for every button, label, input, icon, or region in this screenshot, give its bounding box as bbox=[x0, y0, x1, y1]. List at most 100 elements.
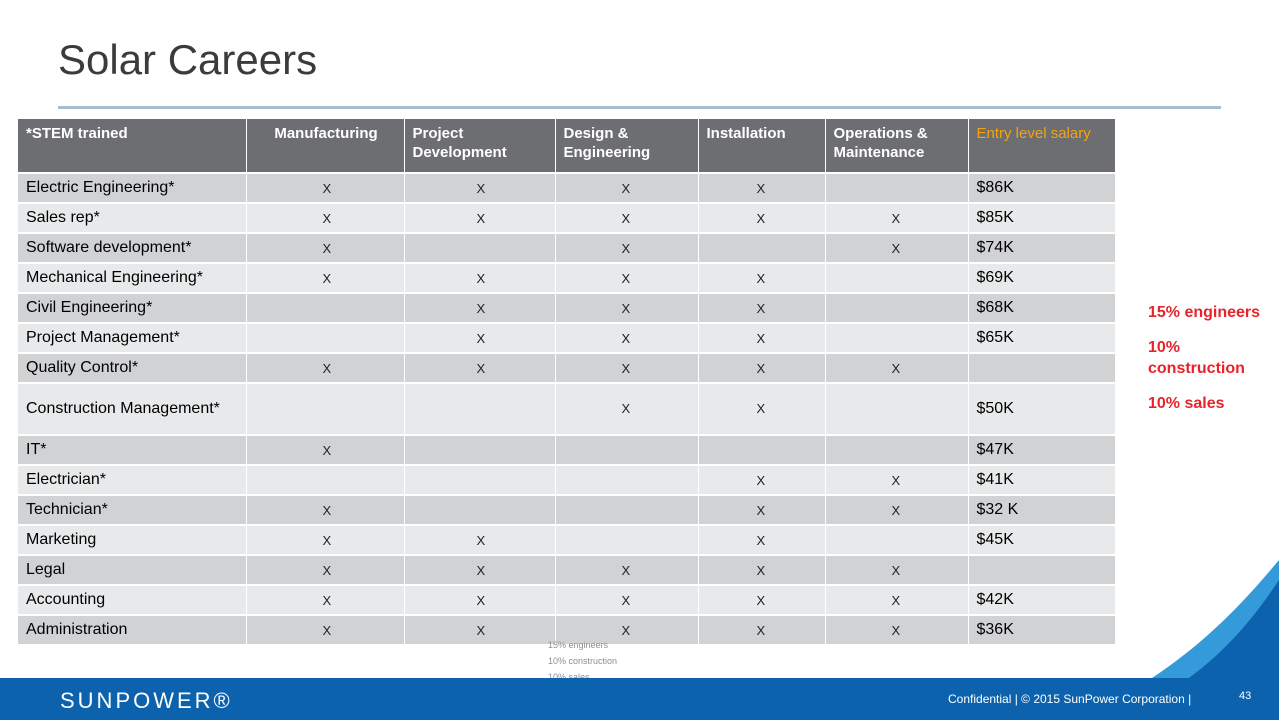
role-cell: IT* bbox=[18, 434, 247, 465]
mark-cell bbox=[825, 172, 969, 203]
role-cell: Administration bbox=[18, 614, 247, 644]
mark-cell bbox=[404, 232, 556, 263]
mark-cell bbox=[698, 434, 826, 465]
mark-cell: X bbox=[555, 614, 699, 644]
callout-engineers: 15% engineers bbox=[1148, 304, 1261, 321]
header-design-engineering: Design & Engineering bbox=[555, 119, 699, 173]
callout-construction: 10% construction bbox=[1148, 338, 1245, 378]
header-stem-trained: *STEM trained bbox=[18, 119, 247, 173]
mark-cell: X bbox=[555, 584, 699, 615]
mark-cell: X bbox=[698, 202, 826, 233]
salary-cell bbox=[968, 554, 1116, 585]
mark-cell: X bbox=[404, 554, 556, 585]
mark-cell: X bbox=[246, 524, 405, 555]
mark-cell: X bbox=[555, 292, 699, 323]
table-row: Mechanical Engineering* X X X X $69K bbox=[18, 262, 1116, 293]
table-row: Technician* X X X $32 K bbox=[18, 494, 1116, 525]
mark-cell: X bbox=[555, 232, 699, 263]
mark-cell bbox=[825, 434, 969, 465]
salary-cell: $74K bbox=[968, 232, 1116, 263]
salary-cell: $85K bbox=[968, 202, 1116, 233]
table-header-row: *STEM trained Manufacturing Project Deve… bbox=[18, 119, 1116, 173]
note-construction: 10% construction bbox=[548, 656, 618, 666]
footer-bar: SUNPOWER® Confidential | © 2015 SunPower… bbox=[0, 678, 1279, 720]
careers-table: *STEM trained Manufacturing Project Deve… bbox=[18, 119, 1116, 644]
note-sales: 10% sales bbox=[548, 672, 590, 682]
mark-cell: X bbox=[246, 202, 405, 233]
role-cell: Civil Engineering* bbox=[18, 292, 247, 323]
mark-cell: X bbox=[246, 352, 405, 383]
sunpower-logo: SUNPOWER® bbox=[60, 688, 233, 713]
mark-cell: X bbox=[404, 584, 556, 615]
slide-title: Solar Careers bbox=[58, 36, 318, 83]
header-manufacturing: Manufacturing bbox=[246, 119, 405, 173]
mark-cell bbox=[404, 464, 556, 495]
mark-cell bbox=[246, 322, 405, 353]
mark-cell bbox=[246, 464, 405, 495]
salary-cell: $42K bbox=[968, 584, 1116, 615]
mark-cell: X bbox=[555, 352, 699, 383]
role-cell: Mechanical Engineering* bbox=[18, 262, 247, 293]
mark-cell: X bbox=[246, 494, 405, 525]
speaker-notes: 15% engineers 10% construction 10% sales bbox=[548, 640, 617, 688]
table-row: Civil Engineering* X X X $68K bbox=[18, 292, 1116, 323]
table-row: Electrician* X X $41K bbox=[18, 464, 1116, 495]
salary-cell: $32 K bbox=[968, 494, 1116, 525]
role-cell: Software development* bbox=[18, 232, 247, 263]
table-row: Construction Management* X X $50K bbox=[18, 382, 1116, 435]
mark-cell: X bbox=[698, 614, 826, 644]
table-row: Legal X X X X X bbox=[18, 554, 1116, 585]
percentage-callouts: 15% engineers 10% construction 10% sales bbox=[1148, 302, 1278, 427]
mark-cell bbox=[825, 292, 969, 323]
mark-cell: X bbox=[555, 554, 699, 585]
mark-cell: X bbox=[246, 584, 405, 615]
mark-cell bbox=[555, 434, 699, 465]
salary-cell: $50K bbox=[968, 382, 1116, 435]
page-number: 43 bbox=[1239, 690, 1252, 702]
mark-cell: X bbox=[825, 584, 969, 615]
table-row: Quality Control* X X X X X bbox=[18, 352, 1116, 383]
mark-cell: X bbox=[698, 524, 826, 555]
mark-cell: X bbox=[698, 172, 826, 203]
salary-cell: $86K bbox=[968, 172, 1116, 203]
mark-cell: X bbox=[825, 202, 969, 233]
mark-cell: X bbox=[825, 232, 969, 263]
table-row: Software development* X X X $74K bbox=[18, 232, 1116, 263]
mark-cell: X bbox=[825, 464, 969, 495]
role-cell: Electric Engineering* bbox=[18, 172, 247, 203]
table-body: Electric Engineering* X X X X $86K Sales rep* X… bbox=[18, 172, 1116, 644]
mark-cell: X bbox=[698, 584, 826, 615]
title-divider bbox=[58, 106, 1221, 109]
mark-cell: X bbox=[404, 262, 556, 293]
mark-cell: X bbox=[825, 554, 969, 585]
mark-cell bbox=[404, 382, 556, 435]
role-cell: Legal bbox=[18, 554, 247, 585]
role-cell: Quality Control* bbox=[18, 352, 247, 383]
mark-cell: X bbox=[246, 614, 405, 644]
mark-cell: X bbox=[246, 262, 405, 293]
role-cell: Marketing bbox=[18, 524, 247, 555]
mark-cell: X bbox=[404, 614, 556, 644]
salary-cell: $69K bbox=[968, 262, 1116, 293]
mark-cell: X bbox=[825, 614, 969, 644]
salary-cell: $36K bbox=[968, 614, 1116, 644]
header-entry-salary: Entry level salary bbox=[968, 119, 1116, 173]
role-cell: Electrician* bbox=[18, 464, 247, 495]
table-row: IT* X $47K bbox=[18, 434, 1116, 465]
mark-cell: X bbox=[404, 352, 556, 383]
mark-cell bbox=[246, 292, 405, 323]
salary-cell: $65K bbox=[968, 322, 1116, 353]
confidential-notice: Confidential | © 2015 SunPower Corporati… bbox=[948, 692, 1192, 706]
header-operations-maintenance: Operations & Maintenance bbox=[825, 119, 969, 173]
mark-cell: X bbox=[555, 382, 699, 435]
mark-cell: X bbox=[555, 262, 699, 293]
mark-cell: X bbox=[698, 322, 826, 353]
mark-cell: X bbox=[698, 494, 826, 525]
mark-cell bbox=[555, 494, 699, 525]
role-cell: Accounting bbox=[18, 584, 247, 615]
mark-cell bbox=[825, 262, 969, 293]
mark-cell: X bbox=[246, 434, 405, 465]
table-row: Administration X X X X X $36K bbox=[18, 614, 1116, 644]
mark-cell: X bbox=[555, 172, 699, 203]
role-cell: Sales rep* bbox=[18, 202, 247, 233]
